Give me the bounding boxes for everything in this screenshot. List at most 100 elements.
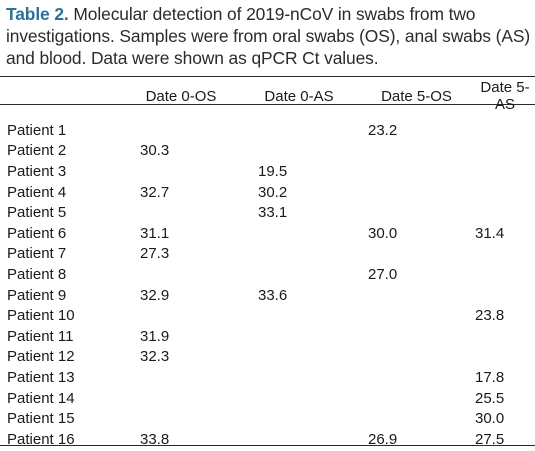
- ct-value-cell: [122, 367, 240, 388]
- table-row: Patient 13 17.8: [0, 367, 535, 388]
- table-row: Patient 10 23.8: [0, 305, 535, 326]
- patient-label: Patient 6: [7, 224, 67, 242]
- column-header: Date 5-OS: [381, 87, 452, 105]
- ct-value-cell: [358, 326, 475, 347]
- table-row: Patient 7 27.3: [0, 244, 535, 265]
- ct-value-cell: 30.0: [368, 224, 398, 242]
- patient-label: Patient 7: [7, 245, 67, 263]
- ct-value-cell: [358, 182, 475, 203]
- ct-value-cell: [475, 326, 535, 347]
- table-row: Patient 8 27.0: [0, 264, 535, 285]
- ct-value-cell: [240, 264, 358, 285]
- patient-label: Patient 2: [7, 142, 67, 160]
- ct-value-cell: [358, 161, 475, 182]
- ct-value-cell: [358, 285, 475, 306]
- table-row: Patient 15 30.0: [0, 408, 535, 429]
- ct-value-cell: [240, 223, 358, 244]
- patient-label: Patient 13: [7, 368, 75, 386]
- ct-value-cell: [122, 388, 240, 409]
- ct-value-cell: [240, 388, 358, 409]
- patient-label: Patient 9: [7, 286, 67, 304]
- column-header: [0, 79, 122, 113]
- ct-value-cell: 23.8: [475, 307, 505, 325]
- ct-value-cell: [475, 264, 535, 285]
- ct-value-cell: 30.0: [475, 410, 505, 428]
- ct-value-cell: [475, 244, 535, 265]
- ct-value-cell: [240, 367, 358, 388]
- column-header: Date 5-AS: [480, 79, 530, 113]
- table-bottom-rule: [0, 445, 535, 446]
- ct-value-cell: [358, 347, 475, 368]
- ct-value-cell: [122, 161, 240, 182]
- ct-value-cell: 33.6: [258, 286, 288, 304]
- patient-label: Patient 11: [7, 327, 74, 345]
- patient-label: Patient 8: [7, 265, 67, 283]
- header-rule: [0, 104, 535, 105]
- ct-value-cell: [240, 429, 358, 450]
- table-row: Patient 4 32.7 30.2: [0, 182, 535, 203]
- table-row: Patient 16 33.8 26.9 27.5: [0, 429, 535, 450]
- ct-value-cell: 31.1: [140, 224, 170, 242]
- ct-value-cell: [240, 141, 358, 162]
- ct-value-cell: 33.8: [140, 430, 170, 448]
- ct-value-cell: [240, 347, 358, 368]
- ct-value-cell: 19.5: [258, 162, 288, 180]
- ct-value-cell: [475, 182, 535, 203]
- ct-value-cell: 30.2: [258, 183, 288, 201]
- ct-value-cell: 32.9: [140, 286, 170, 304]
- ct-value-cell: [358, 202, 475, 223]
- ct-value-cell: [475, 285, 535, 306]
- ct-value-cell: [122, 264, 240, 285]
- ct-value-cell: [358, 388, 475, 409]
- table-label: Table 2.: [6, 4, 69, 24]
- patient-label: Patient 12: [7, 348, 75, 366]
- table-row: Patient 1 23.2: [0, 120, 535, 141]
- ct-value-cell: [240, 120, 358, 141]
- patient-label: Patient 3: [7, 162, 67, 180]
- ct-value-cell: 27.0: [368, 265, 398, 283]
- ct-value-cell: [358, 305, 475, 326]
- ct-value-cell: [475, 202, 535, 223]
- ct-value-cell: [240, 408, 358, 429]
- table-body: Patient 1 23.2 Patient 2 30.3 Patient 3 19.5 P…: [0, 120, 535, 450]
- ct-value-cell: [358, 141, 475, 162]
- table-row: Patient 14 25.5: [0, 388, 535, 409]
- table-header-row: Date 0-OS Date 0-AS Date 5-OS Date 5-AS: [0, 79, 535, 113]
- patient-label: Patient 10: [7, 307, 75, 325]
- column-header: Date 0-OS: [145, 87, 217, 105]
- patient-label: Patient 5: [7, 204, 67, 222]
- ct-value-cell: [358, 244, 475, 265]
- ct-value-cell: 32.3: [140, 348, 170, 366]
- ct-value-cell: 31.4: [475, 224, 505, 242]
- table-row: Patient 12 32.3: [0, 347, 535, 368]
- ct-value-cell: [240, 244, 358, 265]
- ct-value-cell: [358, 408, 475, 429]
- ct-value-cell: [122, 305, 240, 326]
- ct-values-table: Date 0-OS Date 0-AS Date 5-OS Date 5-AS …: [0, 79, 535, 450]
- ct-value-cell: [122, 408, 240, 429]
- ct-value-cell: 31.9: [140, 327, 170, 345]
- table-top-rule: [0, 76, 535, 77]
- ct-value-cell: 27.3: [140, 245, 170, 263]
- caption-text: Molecular detection of 2019-nCoV in swab…: [6, 4, 531, 68]
- ct-value-cell: 26.9: [368, 430, 398, 448]
- patient-label: Patient 14: [7, 389, 75, 407]
- ct-value-cell: [475, 141, 535, 162]
- table-row: Patient 11 31.9: [0, 326, 535, 347]
- ct-value-cell: 33.1: [258, 204, 288, 222]
- ct-value-cell: [475, 120, 535, 141]
- ct-value-cell: [475, 347, 535, 368]
- ct-value-cell: [240, 326, 358, 347]
- ct-value-cell: 32.7: [140, 183, 170, 201]
- patient-label: Patient 4: [7, 183, 67, 201]
- ct-value-cell: 27.5: [475, 430, 505, 448]
- patient-label: Patient 16: [7, 430, 75, 448]
- ct-value-cell: [475, 161, 535, 182]
- table-row: Patient 2 30.3: [0, 141, 535, 162]
- table-row: Patient 3 19.5: [0, 161, 535, 182]
- table-row: Patient 5 33.1: [0, 202, 535, 223]
- ct-value-cell: 23.2: [368, 121, 398, 139]
- patient-label: Patient 1: [7, 121, 67, 139]
- patient-label: Patient 15: [7, 410, 75, 428]
- column-header: Date 0-AS: [264, 87, 334, 105]
